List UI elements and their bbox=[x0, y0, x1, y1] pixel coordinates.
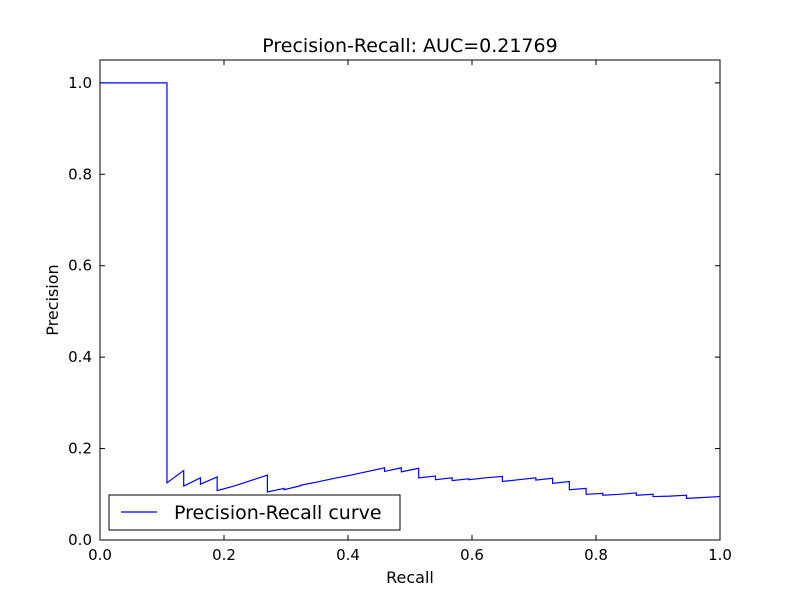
plot-area bbox=[100, 60, 720, 540]
x-tick-label: 0.2 bbox=[212, 546, 236, 564]
x-tick-label: 0.0 bbox=[88, 546, 112, 564]
y-tick-label: 0.0 bbox=[68, 531, 92, 549]
x-tick-label: 0.6 bbox=[460, 546, 484, 564]
y-tick-label: 0.2 bbox=[68, 440, 92, 458]
y-axis-label: Precision bbox=[43, 264, 62, 335]
x-tick-label: 0.4 bbox=[336, 546, 360, 564]
y-tick-label: 0.6 bbox=[68, 257, 92, 275]
x-axis-label: Recall bbox=[386, 568, 434, 587]
plot-frame bbox=[99, 59, 721, 541]
series-line-precision-recall-curve bbox=[100, 82, 721, 500]
chart-title: Precision-Recall: AUC=0.21769 bbox=[262, 35, 557, 57]
axis-tick-labels: 0.0 0.2 0.4 0.6 0.8 1.0 0.0 0.2 0.4 0.6 0.8 1.0 bbox=[68, 74, 732, 564]
y-tick-label: 0.4 bbox=[68, 348, 92, 366]
legend: Precision-Recall curve bbox=[108, 494, 401, 531]
y-tick-label: 0.8 bbox=[68, 165, 92, 183]
x-tick-label: 0.8 bbox=[584, 546, 608, 564]
y-tick-label: 1.0 bbox=[68, 74, 92, 92]
legend-label: Precision-Recall curve bbox=[174, 502, 382, 524]
legend-box bbox=[108, 494, 401, 531]
x-tick-label: 1.0 bbox=[708, 546, 732, 564]
